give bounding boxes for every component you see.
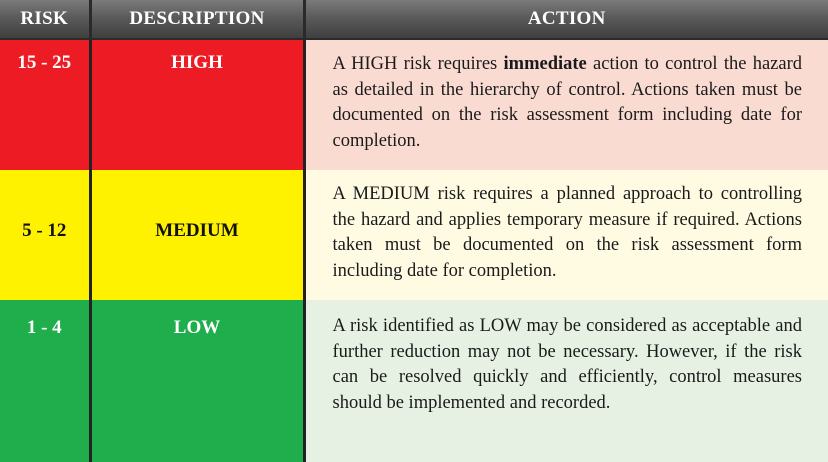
- header-risk: RISK: [0, 0, 90, 39]
- description-high: HIGH: [92, 40, 303, 74]
- description-cell: LOW: [90, 300, 304, 462]
- risk-range-cell: 5 - 12: [0, 170, 90, 300]
- description-medium: MEDIUM: [92, 220, 303, 250]
- table-header-row: RISK DESCRIPTION ACTION: [0, 0, 828, 39]
- action-cell: A MEDIUM risk requires a planned approac…: [304, 170, 828, 300]
- risk-range-medium: 5 - 12: [0, 220, 89, 250]
- header-description: DESCRIPTION: [90, 0, 304, 39]
- action-text-medium: A MEDIUM risk requires a planned approac…: [306, 170, 828, 284]
- description-cell: HIGH: [90, 39, 304, 170]
- description-cell: MEDIUM: [90, 170, 304, 300]
- risk-range-low: 1 - 4: [0, 300, 89, 339]
- risk-range-high: 15 - 25: [0, 40, 89, 74]
- header-action: ACTION: [304, 0, 828, 39]
- risk-range-cell: 1 - 4: [0, 300, 90, 462]
- action-text-high-emphasis: immediate: [504, 54, 587, 74]
- risk-range-cell: 15 - 25: [0, 39, 90, 170]
- table-row-medium: 5 - 12 MEDIUM A MEDIUM risk requires a p…: [0, 170, 828, 300]
- description-low: LOW: [92, 300, 303, 339]
- table-row-high: 15 - 25 HIGH A HIGH risk requires immedi…: [0, 39, 828, 170]
- action-text-low: A risk identified as LOW may be consider…: [306, 300, 828, 416]
- action-text-high-start: A HIGH risk requires: [333, 54, 504, 74]
- action-cell: A HIGH risk requires immediate action to…: [304, 39, 828, 170]
- table-row-low: 1 - 4 LOW A risk identified as LOW may b…: [0, 300, 828, 462]
- action-cell: A risk identified as LOW may be consider…: [304, 300, 828, 462]
- action-text-high: A HIGH risk requires immediate action to…: [306, 40, 828, 154]
